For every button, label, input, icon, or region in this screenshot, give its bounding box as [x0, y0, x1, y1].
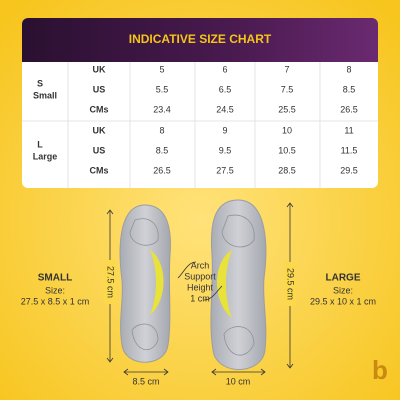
cell: 11.5 — [341, 145, 358, 155]
cell: 26.5 — [153, 165, 171, 175]
small-insole — [119, 204, 171, 363]
row-header: UK — [93, 125, 106, 135]
cell: 8.5 — [343, 84, 356, 94]
row-header: CMs — [89, 165, 108, 175]
large-length: 29.5 cm — [286, 268, 296, 300]
small-length: 27.5 cm — [106, 266, 116, 298]
cell: 5 — [159, 64, 164, 74]
row-header: UK — [93, 64, 106, 74]
row-header: US — [93, 145, 106, 155]
small-width: 8.5 cm — [132, 376, 159, 386]
size-name: Large — [33, 151, 58, 161]
small-title: SMALL — [38, 273, 72, 284]
large-insole — [210, 199, 267, 370]
cell: 7 — [284, 64, 289, 74]
title: INDICATIVE SIZE CHART — [129, 32, 272, 46]
size-code: S — [37, 78, 43, 88]
cell: 7.5 — [281, 84, 294, 94]
large-title: LARGE — [326, 273, 361, 284]
small-size-label: Size: — [45, 285, 65, 295]
row-header: CMs — [89, 104, 108, 114]
small-size: 27.5 x 8.5 x 1 cm — [21, 296, 90, 306]
cell: 6.5 — [219, 84, 232, 94]
row-header: US — [93, 84, 106, 94]
cell: 8 — [159, 125, 164, 135]
cell: 23.4 — [153, 104, 171, 114]
arch-label: Support — [184, 271, 216, 281]
cell: 10.5 — [278, 145, 296, 155]
large-size-label: Size: — [333, 285, 353, 295]
cell: 5.5 — [156, 84, 169, 94]
label-bg — [284, 262, 296, 306]
card-header — [22, 18, 378, 62]
large-width: 10 cm — [226, 376, 251, 386]
cell: 8.5 — [156, 145, 169, 155]
cell: 8 — [346, 64, 351, 74]
cell: 9 — [222, 125, 227, 135]
cell: 10 — [282, 125, 292, 135]
arch-label: Height — [187, 282, 214, 292]
arch-label: 1 cm — [190, 293, 210, 303]
size-name: Small — [33, 90, 57, 100]
label-bg — [104, 260, 116, 304]
cell: 24.5 — [216, 104, 234, 114]
table-lines — [22, 62, 378, 188]
cell: 11 — [344, 125, 353, 135]
size-code: L — [37, 139, 43, 149]
logo: b — [372, 355, 388, 385]
cell: 27.5 — [216, 165, 234, 175]
cell: 25.5 — [278, 104, 296, 114]
cell: 26.5 — [340, 104, 358, 114]
cell: 28.5 — [278, 165, 296, 175]
cell: 29.5 — [340, 165, 358, 175]
cell: 9.5 — [219, 145, 232, 155]
cell: 6 — [222, 64, 227, 74]
arch-label: Arch — [191, 260, 210, 270]
large-size: 29.5 x 10 x 1 cm — [310, 296, 376, 306]
